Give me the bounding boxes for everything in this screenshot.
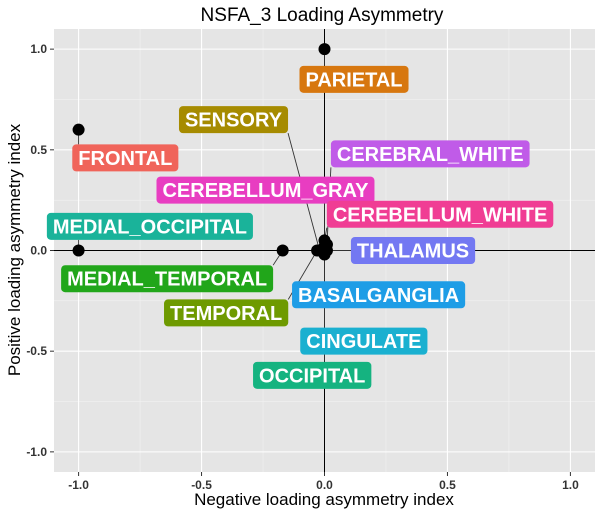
data-point xyxy=(318,234,331,247)
label-box xyxy=(61,265,274,293)
x-tick-label: 0.5 xyxy=(439,478,456,492)
chart-title: NSFA_3 Loading Asymmetry xyxy=(201,5,444,26)
point-label-cerebral-white: CEREBRAL_WHITE xyxy=(330,140,530,168)
label-box xyxy=(292,281,466,309)
label-box xyxy=(46,212,253,240)
label-box xyxy=(164,299,289,327)
point-label-occipital: OCCIPITAL xyxy=(253,361,372,389)
label-box xyxy=(350,237,476,264)
y-tick-label: -1.0 xyxy=(26,445,47,459)
x-tick-label: -0.5 xyxy=(191,478,212,492)
point-label-parietal: PARIETAL xyxy=(299,65,409,93)
label-text: OCCIPITAL xyxy=(259,365,365,387)
point-label-basalganglia: BASALGANGLIA xyxy=(292,281,466,309)
label-box xyxy=(72,144,179,172)
point-labels: PARIETAL SENSORY FRONTAL CEREBRAL_WHITE CERE… xyxy=(46,65,554,389)
point-label-sensory: SENSORY xyxy=(178,106,289,134)
label-box xyxy=(253,361,372,389)
label-text: CINGULATE xyxy=(306,331,421,353)
data-points xyxy=(72,43,333,261)
y-axis-ticks: -1.0 -0.5 0.0 0.5 1.0 xyxy=(26,42,54,459)
x-tick-label: 1.0 xyxy=(562,478,579,492)
label-box xyxy=(156,176,375,204)
point-label-frontal: FRONTAL xyxy=(72,144,179,172)
point-label-thalamus: THALAMUS xyxy=(350,237,476,264)
label-text: SENSORY xyxy=(185,110,283,132)
y-tick-label: 0.5 xyxy=(30,143,47,157)
label-text: CEREBELLUM_WHITE xyxy=(333,204,547,226)
label-box xyxy=(330,140,530,168)
label-text: MEDIAL_TEMPORAL xyxy=(67,269,267,291)
x-tick-label: -1.0 xyxy=(68,478,89,492)
y-tick-label: -0.5 xyxy=(26,344,47,358)
label-text: FRONTAL xyxy=(78,148,172,170)
point-label-cerebellum-white: CEREBELLUM_WHITE xyxy=(326,200,554,228)
label-box xyxy=(300,327,428,355)
label-text: CEREBRAL_WHITE xyxy=(337,144,524,166)
label-text: MEDIAL_OCCIPITAL xyxy=(53,216,247,238)
label-text: CEREBELLUM_GRAY xyxy=(162,180,369,202)
label-text: PARIETAL xyxy=(305,69,402,91)
x-tick-label: 0.0 xyxy=(316,478,333,492)
label-box xyxy=(178,106,289,134)
y-tick-label: 0.0 xyxy=(30,244,47,258)
point-label-temporal: TEMPORAL xyxy=(164,299,289,327)
label-box xyxy=(326,200,554,228)
data-point xyxy=(72,244,85,257)
data-point xyxy=(318,246,331,259)
point-label-medial-temporal: MEDIAL_TEMPORAL xyxy=(61,265,274,293)
x-axis-ticks: -1.0 -0.5 0.0 0.5 1.0 xyxy=(68,472,579,492)
point-label-cerebellum-gray: CEREBELLUM_GRAY xyxy=(156,176,375,204)
y-axis-title: Positive loading asymmetry index xyxy=(5,123,24,376)
data-point xyxy=(276,244,289,257)
label-text: BASALGANGLIA xyxy=(298,285,459,307)
data-point xyxy=(318,43,331,56)
point-label-medial-occipital: MEDIAL_OCCIPITAL xyxy=(46,212,253,240)
label-box xyxy=(299,65,409,93)
data-point xyxy=(72,123,85,136)
x-axis-title: Negative loading asymmetry index xyxy=(194,490,454,509)
label-text: TEMPORAL xyxy=(170,303,282,325)
point-label-cingulate: CINGULATE xyxy=(300,327,428,355)
label-text: THALAMUS xyxy=(357,241,469,263)
y-tick-label: 1.0 xyxy=(30,42,47,56)
